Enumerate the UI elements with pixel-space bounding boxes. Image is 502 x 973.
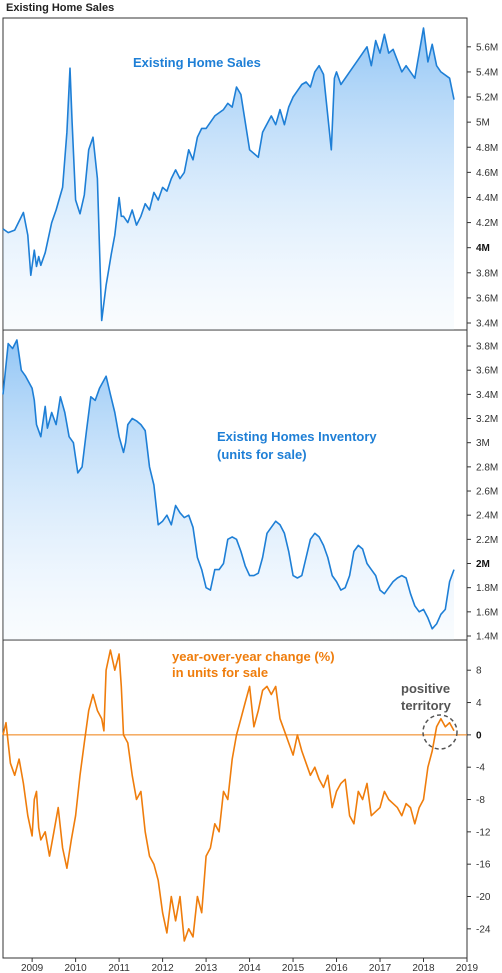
series-area-fill (3, 28, 454, 330)
annotation-label: year-over-year change (%) (172, 649, 335, 664)
x-tick-label: 2011 (108, 963, 130, 973)
y-tick-label: 4 (476, 698, 482, 709)
x-tick-label: 2016 (325, 963, 348, 973)
x-tick-label: 2018 (412, 963, 435, 973)
y-tick-label: 3.8M (476, 342, 498, 353)
y-tick-label: -20 (476, 892, 491, 903)
y-tick-label: 1.8M (476, 583, 498, 594)
series-line (2, 339, 455, 630)
y-tick-label: 0 (476, 730, 482, 741)
y-tick-label: 2.6M (476, 487, 498, 498)
callout-label: territory (401, 698, 452, 713)
y-tick-label: 1.6M (476, 607, 498, 618)
x-tick-label: 2010 (64, 963, 87, 973)
y-tick-label: 3.4M (476, 390, 498, 401)
x-tick-label: 2019 (456, 963, 479, 973)
series-area-fill (3, 340, 454, 640)
y-tick-label: -4 (476, 763, 485, 774)
annotation-label: (units for sale) (217, 447, 307, 462)
y-tick-label: 5M (476, 118, 490, 129)
y-tick-label: 3M (476, 438, 490, 449)
y-tick-label: 3.2M (476, 414, 498, 425)
y-tick-label: 3.8M (476, 268, 498, 279)
y-tick-label: 5.2M (476, 93, 498, 104)
y-tick-label: 5.6M (476, 42, 498, 53)
series-line (2, 27, 455, 322)
callout-circle (422, 714, 458, 750)
y-tick-label: 2M (476, 559, 490, 570)
series-line (2, 649, 455, 942)
x-tick-label: 2013 (195, 963, 218, 973)
y-tick-label: 4.8M (476, 143, 498, 154)
y-tick-label: 3.4M (476, 319, 498, 330)
y-tick-label: 4.2M (476, 218, 498, 229)
y-tick-label: -24 (476, 924, 491, 935)
panel-frame-3 (2, 639, 468, 959)
y-tick-label: 2.2M (476, 535, 498, 546)
y-tick-label: 8 (476, 666, 482, 677)
page-title: Existing Home Sales (6, 2, 115, 14)
y-tick-label: 4.4M (476, 193, 498, 204)
x-tick-label: 2009 (21, 963, 44, 973)
y-tick-label: -16 (476, 860, 491, 871)
annotation-label: Existing Homes Inventory (217, 429, 377, 444)
y-tick-label: 2.4M (476, 511, 498, 522)
y-tick-label: -12 (476, 827, 491, 838)
y-tick-label: 1.4M (476, 632, 498, 643)
x-tick-label: 2012 (151, 963, 174, 973)
y-tick-label: 3.6M (476, 366, 498, 377)
y-tick-label: 4.6M (476, 168, 498, 179)
x-tick-label: 2017 (369, 963, 392, 973)
annotation-label: Existing Home Sales (133, 55, 261, 70)
y-tick-label: 4M (476, 243, 490, 254)
annotation-label: in units for sale (172, 665, 268, 680)
x-tick-label: 2015 (282, 963, 305, 973)
callout-label: positive (401, 681, 450, 696)
y-tick-label: 2.8M (476, 462, 498, 473)
y-tick-label: -8 (476, 795, 485, 806)
y-tick-label: 3.6M (476, 293, 498, 304)
x-tick-label: 2014 (238, 963, 261, 973)
y-tick-label: 5.4M (476, 67, 498, 78)
